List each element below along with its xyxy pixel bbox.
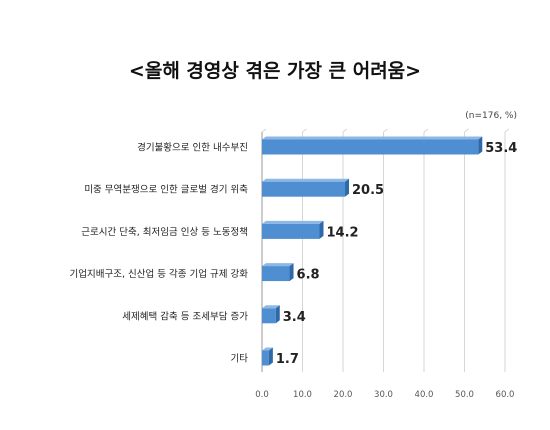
bar-top [262, 136, 483, 140]
sample-note: (n=176, %) [465, 111, 517, 121]
bar [262, 350, 269, 366]
x-tick-label: 30.0 [374, 390, 393, 400]
x-tick-label: 60.0 [496, 390, 515, 400]
data-label: 6.8 [297, 268, 320, 283]
data-label: 14.2 [327, 225, 359, 240]
bar [262, 266, 290, 282]
category-label: 세제혜택 감축 등 조세부담 증가 [122, 310, 248, 322]
x-tick-label: 50.0 [455, 390, 474, 400]
bar [262, 181, 346, 197]
bar-top [262, 347, 273, 351]
value-labels: 53.4 20.5 14.2 6.8 3.4 1.7 [276, 141, 517, 367]
data-label: 3.4 [283, 310, 306, 325]
x-tick-label: 40.0 [415, 390, 434, 400]
data-label: 53.4 [485, 141, 517, 156]
category-label: 기업지배구조, 신산업 등 각종 기업 규제 강화 [70, 268, 249, 280]
gridline [383, 128, 388, 133]
gridline [342, 128, 348, 133]
bar-side [268, 347, 273, 366]
bar [262, 308, 276, 324]
data-label: 20.5 [352, 183, 384, 198]
bar-top [262, 178, 350, 182]
x-tick-label: 20.0 [334, 390, 353, 400]
x-tick-labels: 0.0 10.0 20.0 30.0 40.0 50.0 60.0 [255, 390, 514, 400]
gridline [464, 128, 469, 133]
gridline [302, 128, 307, 133]
gridlines [261, 128, 510, 372]
bar-side [289, 263, 294, 282]
bar [262, 139, 479, 155]
bars [262, 136, 483, 366]
gridline [261, 128, 267, 133]
bar-top [262, 263, 294, 267]
bar-top [262, 305, 280, 309]
chart-title: <올해 경영상 겪은 가장 큰 어려움> [129, 60, 421, 82]
x-tick-label: 10.0 [293, 390, 312, 400]
gridline [423, 128, 429, 133]
gridline [504, 128, 510, 133]
category-label: 미중 무역분쟁으로 인한 글로벌 경기 위축 [84, 184, 248, 196]
category-label: 기타 [231, 354, 249, 365]
bar [262, 223, 320, 239]
category-label: 경기불황으로 인한 내수부진 [137, 142, 248, 154]
x-tick-label: 0.0 [255, 390, 269, 400]
bar-side [345, 178, 350, 197]
bar-side [478, 136, 483, 155]
category-label: 근로시간 단축, 최저임금 인상 등 노동정책 [81, 226, 248, 238]
bar-side [275, 305, 280, 324]
bar-top [262, 220, 324, 224]
bar-side [319, 220, 324, 239]
data-label: 1.7 [276, 352, 299, 367]
